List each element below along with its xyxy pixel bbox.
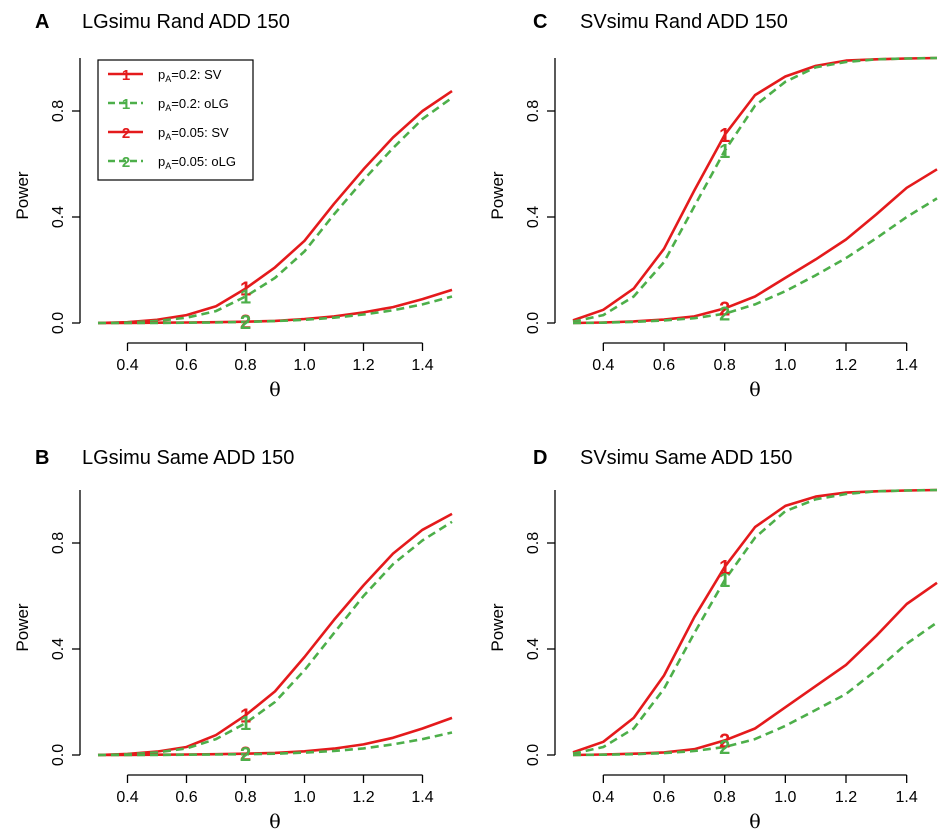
y-tick-label: 0.4 xyxy=(50,206,67,228)
y-axis-title: Power xyxy=(488,171,507,220)
y-axis-title: Power xyxy=(13,603,32,652)
legend-label: pA=0.05: oLG xyxy=(158,154,236,171)
panel-letter: A xyxy=(35,11,49,33)
series-line xyxy=(98,731,453,757)
panel-letter: B xyxy=(35,447,49,469)
y-axis-title: Power xyxy=(13,171,32,220)
series-marker: 2 xyxy=(240,312,251,334)
x-tick-label: 0.8 xyxy=(714,357,736,374)
chart-panel-c: C SVsimu Rand ADD 150 0.0 0.4 0.8 Power 0.4 0.6… xyxy=(488,11,938,401)
series-marker: 2 xyxy=(240,312,251,334)
legend-label: pA=0.2: SV xyxy=(158,67,222,84)
chart-panel-b: B LGsimu Same ADD 150 0.0 0.4 0.8 Power 0.4 0.6… xyxy=(13,447,453,833)
legend-marker: 2 xyxy=(122,125,130,142)
series-marker: 1 xyxy=(240,705,251,727)
series-marker: 2 xyxy=(719,730,730,752)
legend-marker: 2 xyxy=(122,154,130,171)
y-tick-label: 0.0 xyxy=(50,312,67,334)
series-line xyxy=(572,488,938,754)
series-marker: 2 xyxy=(719,298,730,320)
x-axis-title: θ xyxy=(749,379,760,401)
chart-title: SVsimu Rand ADD 150 xyxy=(580,11,788,33)
series-marker: 1 xyxy=(719,125,730,147)
legend-marker: 1 xyxy=(122,96,130,113)
y-tick-label: 0.4 xyxy=(50,638,67,660)
chart-panel-d: D SVsimu Same ADD 150 0.0 0.4 0.8 Power 0.4 0.6… xyxy=(488,447,938,833)
panel-letter: D xyxy=(533,447,547,469)
chart-panel-a: A LGsimu Rand ADD 150 0.0 0.4 0.8 Power 0.4 0.6… xyxy=(13,11,453,401)
legend-marker: 1 xyxy=(122,67,130,84)
y-tick-label: 0.0 xyxy=(50,744,67,766)
series-line xyxy=(98,716,453,757)
x-tick-label: 0.4 xyxy=(116,789,138,806)
series-marker: 2 xyxy=(719,737,730,759)
series-line xyxy=(572,488,938,755)
x-tick-label: 1.2 xyxy=(352,357,374,374)
series-marker: 2 xyxy=(719,304,730,326)
x-tick-label: 0.8 xyxy=(714,789,736,806)
legend: 1 pA=0.2: SV 1 pA=0.2: oLG 2 pA=0.05: SV 2 pA=0… xyxy=(97,59,254,181)
x-tick-label: 0.6 xyxy=(175,789,197,806)
series-marker: 2 xyxy=(240,744,251,766)
x-tick-label: 0.8 xyxy=(234,357,256,374)
x-tick-label: 1.4 xyxy=(896,789,918,806)
series-marker: 1 xyxy=(719,141,730,163)
series-marker: 1 xyxy=(240,279,251,301)
y-tick-label: 0.4 xyxy=(525,206,542,228)
series-line xyxy=(572,168,938,325)
chart-title: SVsimu Same ADD 150 xyxy=(580,447,792,469)
series-line xyxy=(572,56,938,322)
x-axis-title: θ xyxy=(269,379,280,401)
x-axis-title: θ xyxy=(269,811,280,833)
x-tick-label: 1.4 xyxy=(411,357,433,374)
series-marker: 1 xyxy=(719,557,730,579)
y-tick-label: 0.8 xyxy=(50,532,67,554)
x-tick-label: 1.2 xyxy=(352,789,374,806)
legend-label: pA=0.05: SV xyxy=(158,125,229,142)
panel-letter: C xyxy=(533,11,547,33)
series-line xyxy=(97,520,453,757)
chart-title: LGsimu Same ADD 150 xyxy=(82,447,294,469)
y-tick-label: 0.0 xyxy=(525,312,542,334)
series-marker: 1 xyxy=(240,287,251,309)
x-tick-label: 1.4 xyxy=(896,357,918,374)
series-line xyxy=(98,295,453,325)
legend-label: pA=0.2: oLG xyxy=(158,96,229,113)
series-line xyxy=(97,96,453,325)
series-line xyxy=(572,56,938,323)
y-axis-title: Power xyxy=(488,603,507,652)
x-tick-label: 1.0 xyxy=(293,357,315,374)
x-tick-label: 0.6 xyxy=(175,357,197,374)
x-tick-label: 0.8 xyxy=(234,789,256,806)
x-tick-label: 0.4 xyxy=(592,357,614,374)
chart-title: LGsimu Rand ADD 150 xyxy=(82,11,290,33)
series-line xyxy=(572,581,938,757)
x-tick-label: 0.4 xyxy=(592,789,614,806)
series-line xyxy=(98,288,453,325)
x-tick-label: 1.4 xyxy=(411,789,433,806)
series-line xyxy=(572,197,938,325)
x-axis-title: θ xyxy=(749,811,760,833)
x-tick-label: 1.0 xyxy=(774,789,796,806)
y-tick-label: 0.4 xyxy=(525,638,542,660)
y-tick-label: 0.8 xyxy=(525,100,542,122)
series-line xyxy=(97,512,453,757)
x-tick-label: 0.6 xyxy=(653,789,675,806)
x-tick-label: 1.2 xyxy=(835,789,857,806)
x-tick-label: 1.2 xyxy=(835,357,857,374)
series-marker: 2 xyxy=(240,744,251,766)
y-tick-label: 0.0 xyxy=(525,744,542,766)
x-tick-label: 1.0 xyxy=(293,789,315,806)
series-line xyxy=(572,621,938,757)
y-tick-label: 0.8 xyxy=(50,100,67,122)
x-tick-label: 0.6 xyxy=(653,357,675,374)
x-tick-label: 1.0 xyxy=(774,357,796,374)
y-tick-label: 0.8 xyxy=(525,532,542,554)
series-marker: 1 xyxy=(719,570,730,592)
x-tick-label: 0.4 xyxy=(116,357,138,374)
series-marker: 1 xyxy=(240,713,251,735)
